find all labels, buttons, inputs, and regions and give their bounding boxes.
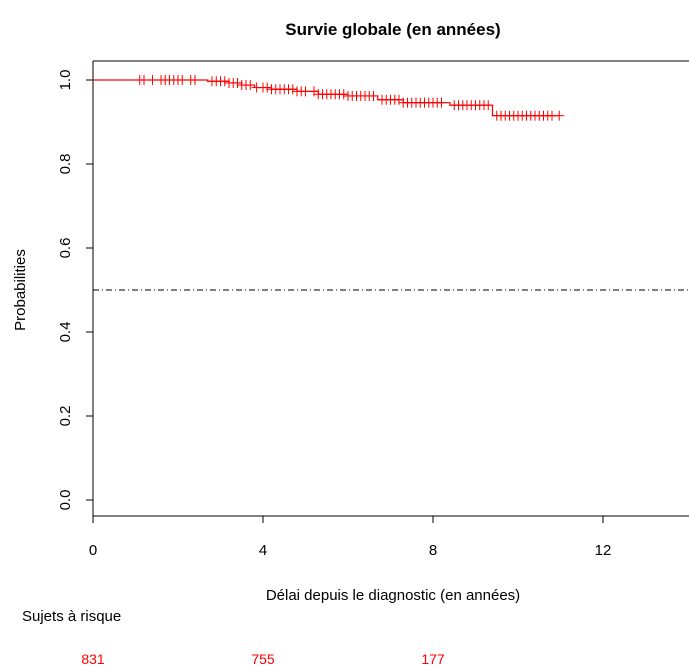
risk-count: 177	[421, 651, 445, 665]
x-axis-label: Délai depuis le diagnostic (en années)	[266, 587, 520, 604]
y-axis: 0.0 0.2 0.4 0.6 0.8 1.0	[57, 70, 93, 511]
x-tick-label: 8	[429, 542, 437, 559]
censor-mark	[147, 75, 158, 85]
censor-mark	[394, 94, 404, 105]
y-tick-label: 1.0	[57, 70, 74, 91]
censor-mark	[190, 75, 200, 85]
censor-mark	[245, 80, 256, 91]
censor-mark	[232, 77, 243, 88]
x-axis: 0 4 8 12	[89, 516, 612, 559]
y-tick-label: 0.8	[57, 154, 74, 175]
censor-mark	[262, 82, 273, 93]
risk-count: 755	[251, 651, 275, 665]
x-tick-label: 0	[89, 542, 97, 559]
y-tick-label: 0.6	[57, 238, 74, 259]
y-axis-label: Probabilities	[12, 249, 29, 331]
censor-mark	[436, 97, 447, 108]
censor-mark	[177, 75, 188, 85]
y-tick-label: 0.2	[57, 406, 74, 427]
censor-mark	[483, 100, 494, 111]
censor-mark	[139, 75, 149, 85]
censor-mark	[368, 90, 379, 101]
risk-table: 831 755 177	[81, 651, 445, 665]
censor-mark	[554, 110, 565, 121]
risk-table-label: Sujets à risque	[22, 608, 121, 625]
survival-step-line	[93, 79, 560, 117]
censor-mark	[300, 86, 311, 97]
censor-mark	[219, 76, 230, 87]
x-tick-label: 12	[595, 542, 612, 559]
censor-mark	[338, 89, 349, 100]
chart-title: Survie globale (en années)	[285, 20, 500, 39]
censor-mark	[287, 84, 298, 95]
censor-mark	[309, 86, 319, 97]
y-tick-label: 0.4	[57, 322, 74, 343]
x-tick-label: 4	[259, 542, 267, 559]
risk-count: 831	[81, 651, 105, 665]
survival-curve	[93, 75, 565, 121]
y-tick-label: 0.0	[57, 490, 74, 511]
